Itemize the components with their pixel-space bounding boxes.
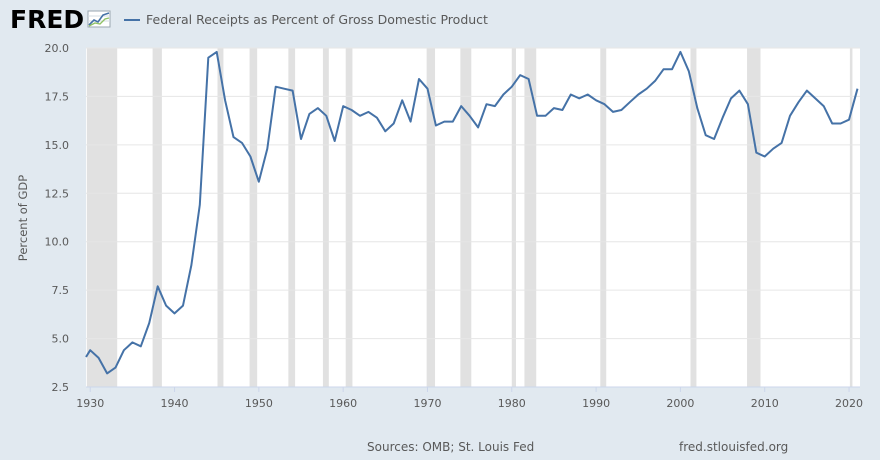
- x-tick-label: 1950: [245, 397, 273, 410]
- recession-band: [217, 48, 224, 387]
- series-line[interactable]: [85, 50, 859, 375]
- y-axis: 2.5 5.0 7.5 10.0 12.5 15.0 17.5 20.0: [45, 42, 70, 394]
- y-tick-label: 7.5: [52, 284, 70, 297]
- y-tick-label: 17.5: [45, 90, 70, 103]
- site-link[interactable]: fred.stlouisfed.org: [679, 440, 789, 454]
- recession-band: [426, 48, 436, 387]
- recession-band: [152, 48, 162, 387]
- fred-logo-text: FRED: [10, 5, 85, 34]
- y-tick-label: 2.5: [52, 381, 70, 394]
- recession-band: [249, 48, 258, 387]
- y-tick-label: 5.0: [52, 333, 70, 346]
- x-tick-label: 1990: [582, 397, 610, 410]
- x-tick-label: 1930: [76, 397, 104, 410]
- recession-band: [690, 48, 697, 387]
- recession-band: [86, 48, 118, 387]
- recession-band: [524, 48, 537, 387]
- y-tick-label: 10.0: [45, 236, 70, 249]
- recession-band: [322, 48, 329, 387]
- y-axis-title: Percent of GDP: [16, 175, 30, 261]
- x-tick-label: 2000: [666, 397, 694, 410]
- x-tick-label: 2020: [835, 397, 863, 410]
- line-chart-icon: [87, 9, 111, 33]
- chart-legend: Federal Receipts as Percent of Gross Dom…: [124, 12, 488, 27]
- y-tick-label: 20.0: [45, 42, 70, 55]
- y-tick-label: 15.0: [45, 139, 70, 152]
- plot-area: [86, 48, 860, 387]
- x-axis: 1930 1940 1950 1960 1970 1980 1990 2000 2010 2020: [76, 387, 863, 410]
- x-tick-label: 1940: [161, 397, 189, 410]
- recession-band: [600, 48, 607, 387]
- sources-text: Sources: OMB; St. Louis Fed: [367, 440, 535, 454]
- x-tick-label: 2010: [751, 397, 779, 410]
- recession-band: [747, 48, 761, 387]
- x-tick-label: 1960: [329, 397, 357, 410]
- recession-band: [460, 48, 472, 387]
- recession-band: [345, 48, 353, 387]
- recession-band: [511, 48, 516, 387]
- x-tick-label: 1980: [498, 397, 526, 410]
- recession-shading: [86, 48, 853, 387]
- fred-logo[interactable]: FRED: [10, 6, 111, 34]
- legend-label: Federal Receipts as Percent of Gross Dom…: [146, 12, 488, 27]
- recession-band: [849, 48, 853, 387]
- legend-swatch: [124, 18, 140, 21]
- recession-band: [288, 48, 296, 387]
- x-tick-label: 1970: [413, 397, 441, 410]
- y-tick-label: 12.5: [45, 187, 70, 200]
